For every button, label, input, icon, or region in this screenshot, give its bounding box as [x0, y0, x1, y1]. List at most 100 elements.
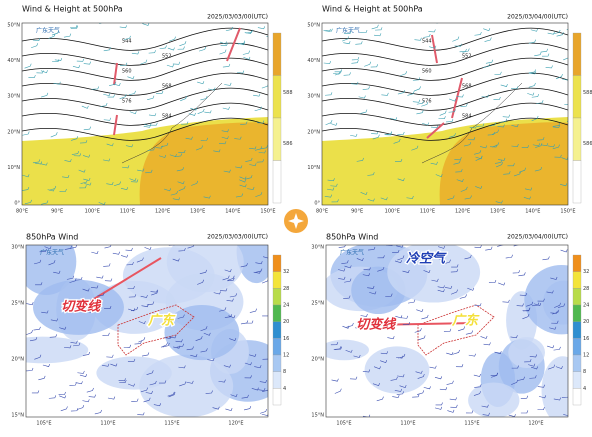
wind-barb — [469, 317, 477, 321]
lat-label: 40°N — [7, 58, 20, 64]
wind-barb — [549, 326, 557, 330]
wind-barb — [553, 29, 561, 35]
wind-barb — [200, 348, 208, 353]
wind-barb — [200, 326, 208, 332]
wind-barb — [397, 89, 405, 95]
wind-barb — [343, 295, 351, 300]
wind-barb — [197, 108, 205, 114]
wind-barb — [398, 353, 406, 359]
wind-barb — [78, 169, 86, 173]
wind-barb — [219, 41, 227, 45]
lon-label: 150°E — [560, 209, 575, 215]
colorbar-label: 16 — [283, 336, 289, 342]
wind-barb — [529, 375, 537, 379]
wind-barb — [498, 157, 506, 161]
map-area — [326, 245, 568, 417]
wind-barb — [436, 257, 444, 261]
wind-barb — [407, 299, 416, 304]
wind-barb — [334, 346, 343, 350]
wind-barb — [104, 306, 112, 309]
wind-barb — [407, 91, 415, 96]
wind-barb — [500, 83, 508, 87]
colorbar-segment — [272, 160, 282, 204]
wind-barb — [334, 388, 342, 394]
wind-barb — [429, 365, 437, 369]
wind-barb — [91, 86, 100, 90]
wind-barb — [553, 397, 561, 401]
wind-barb — [80, 179, 88, 184]
wind-barb — [349, 376, 358, 380]
wind-barb — [540, 143, 549, 147]
wind-barb — [456, 178, 464, 182]
lon-label: 115°E — [464, 421, 479, 427]
wind-barb — [32, 38, 41, 41]
wind-barb — [445, 118, 454, 123]
wind-barb — [251, 387, 259, 391]
wind-barb — [52, 59, 60, 63]
wind-barb — [546, 290, 554, 294]
wind-barb — [123, 35, 131, 40]
wind-barb — [436, 23, 439, 24]
wind-barb — [261, 413, 268, 416]
wind-barb — [474, 31, 482, 36]
wind-barb — [167, 391, 175, 397]
colorbar-label: 12 — [583, 353, 589, 359]
wind-barb — [145, 169, 153, 174]
wind-barb — [418, 335, 426, 341]
wind-barb — [556, 32, 564, 37]
wind-barb — [175, 339, 183, 343]
wind-barb — [104, 278, 113, 282]
wind-speed-area — [541, 356, 568, 417]
wind-barb — [179, 381, 187, 387]
wind-barb — [334, 70, 342, 76]
wind-barb — [44, 246, 52, 250]
lon-label: 120°E — [155, 209, 170, 215]
wind-barb — [421, 122, 430, 126]
wind-barb — [229, 338, 237, 342]
divider-star — [288, 213, 304, 229]
wind-barb — [140, 294, 148, 298]
wind-barb — [159, 154, 167, 158]
wind-barb — [368, 246, 376, 251]
wind-barb — [331, 199, 339, 203]
contour-label: 568 — [162, 84, 172, 90]
wind-barb — [69, 382, 77, 386]
wind-barb — [138, 320, 146, 324]
lon-label: 110°E — [400, 421, 415, 427]
lon-label: 130°E — [490, 209, 505, 215]
wind-barb — [343, 41, 351, 45]
wind-barb — [128, 308, 136, 312]
wind-barb — [457, 326, 466, 332]
wind-barb — [149, 380, 157, 386]
wind-speed-area — [387, 245, 481, 303]
wind-barb — [73, 153, 82, 157]
wind-barb — [60, 406, 68, 412]
wind-barb — [79, 140, 88, 144]
wind-barb — [392, 394, 400, 398]
logo: 广东天气 — [336, 27, 360, 35]
wind-barb — [219, 49, 227, 55]
wind-barb — [346, 322, 354, 328]
wind-barb — [473, 391, 481, 396]
wind-barb — [224, 82, 232, 86]
wind-speed-area — [364, 346, 430, 394]
guangdong-border — [417, 304, 495, 356]
annotation: 广东 — [451, 313, 480, 329]
wind-barb — [82, 288, 90, 292]
wind-barb — [437, 285, 445, 289]
wind-barb — [547, 144, 555, 148]
wind-barb — [537, 137, 545, 141]
map-frame — [325, 244, 569, 418]
lon-label: 130°E — [190, 209, 205, 215]
wind-barb — [102, 332, 110, 336]
wind-barb — [59, 326, 67, 330]
colorbar-segment — [272, 338, 282, 356]
wind-barb — [188, 112, 196, 116]
wind-barb — [22, 131, 30, 136]
map-panel: 850hPa Wind 2025/03/03/00(UTC) 广东天气 30°N 25°… — [11, 233, 289, 427]
wind-barb — [497, 245, 504, 247]
wind-barb — [522, 314, 530, 320]
colorbar-segment — [572, 254, 582, 272]
wind-barb — [511, 144, 519, 147]
wind-barb — [363, 267, 371, 271]
